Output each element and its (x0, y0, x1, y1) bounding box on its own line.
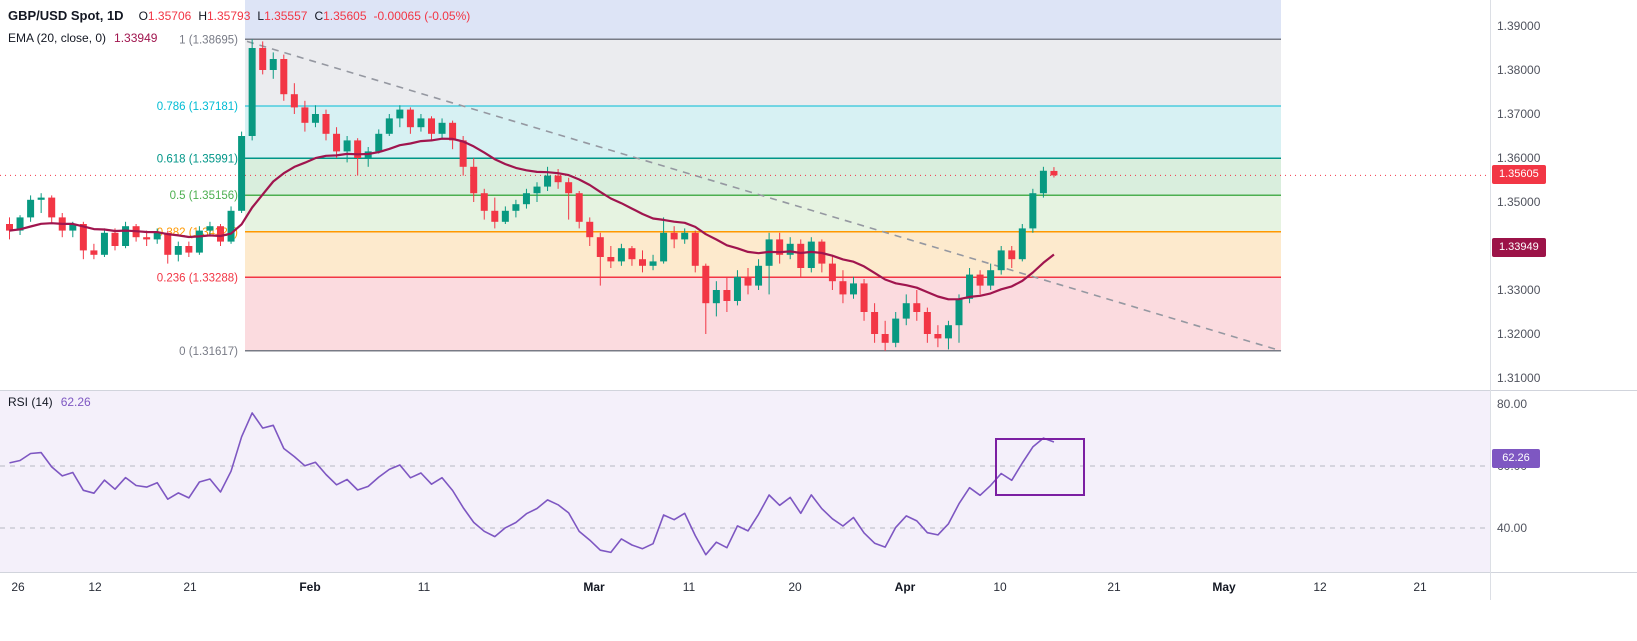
ema-legend-value: 1.33949 (114, 31, 158, 45)
ema-value-badge: 1.33949 (1492, 238, 1546, 258)
fib-level-label: 0 (1.31617) (179, 346, 238, 358)
rsi-highlight-rectangle[interactable] (995, 438, 1085, 496)
symbol-title[interactable]: GBP/USD Spot, 1D (8, 8, 124, 23)
fib-level-label: 0.618 (1.35991) (157, 153, 238, 165)
ema-legend-row: EMA (20, close, 0) 1.33949 (8, 27, 470, 49)
price-axis-label: 1.31000 (1497, 371, 1541, 385)
high-label: H (198, 9, 207, 23)
symbol-ohlc-row: GBP/USD Spot, 1D O1.35706 H1.35793 L1.35557… (8, 5, 470, 27)
ema-legend-label[interactable]: EMA (20, close, 0) (8, 31, 107, 45)
time-axis-label: 12 (88, 580, 102, 594)
rsi-axis-label: 40.00 (1497, 521, 1528, 535)
time-axis-label: 10 (993, 580, 1007, 594)
price-axis-label: 1.36000 (1497, 151, 1541, 165)
time-axis-label: 21 (1107, 580, 1121, 594)
open-label: O (138, 9, 148, 23)
time-axis-label: 21 (183, 580, 197, 594)
last-price-badge: 1.35605 (1492, 165, 1546, 185)
rsi-line (9, 412, 1055, 556)
open-value: 1.35706 (147, 9, 192, 23)
fib-level-label: 0.236 (1.33288) (157, 272, 238, 284)
close-value: 1.35605 (323, 9, 367, 23)
low-value: 1.35557 (264, 9, 308, 23)
fib-level-label: 1 (1.38695) (179, 34, 238, 46)
price-axis-label: 1.39000 (1497, 19, 1541, 33)
rsi-legend-row: RSI (14) 62.26 (8, 395, 91, 409)
time-axis-label: 20 (788, 580, 802, 594)
time-axis-label: 11 (417, 580, 431, 594)
time-axis-label: 26 (11, 580, 25, 594)
price-axis-label: 1.33000 (1497, 283, 1541, 297)
price-axis-label: 1.38000 (1497, 63, 1541, 77)
price-axis-label: 1.35000 (1497, 195, 1541, 209)
time-axis-label: Feb (299, 580, 321, 594)
price-axis[interactable]: 1.390001.380001.370001.360001.350001.340… (1490, 0, 1637, 572)
fib-level-label: 0.5 (1.35156) (170, 190, 239, 202)
price-axis-label: 1.37000 (1497, 107, 1541, 121)
time-axis-label: May (1212, 580, 1236, 594)
rsi-legend-label[interactable]: RSI (14) (8, 395, 53, 409)
change-value: -0.00065 (-0.05%) (373, 9, 471, 23)
rsi-legend-value: 62.26 (60, 395, 91, 409)
close-label: C (314, 9, 324, 23)
rsi-value-badge: 62.26 (1492, 448, 1540, 468)
time-axis-label: Mar (583, 580, 605, 594)
ema-line (9, 137, 1055, 301)
trendline[interactable] (246, 40, 1282, 352)
time-axis-label: 11 (682, 580, 696, 594)
fib-level-label: 0.786 (1.37181) (157, 101, 238, 113)
price-axis-label: 1.32000 (1497, 327, 1541, 341)
time-axis-label: Apr (894, 580, 916, 594)
time-axis[interactable]: 26 12 21 Feb 11 Mar 11 20 Apr 10 21 May 12 21 (0, 573, 1490, 600)
rsi-axis-label: 80.00 (1497, 397, 1528, 411)
high-value: 1.35793 (206, 9, 251, 23)
time-axis-label: 12 (1313, 580, 1327, 594)
time-axis-label: 21 (1413, 580, 1427, 594)
legend-panel: GBP/USD Spot, 1D O1.35706 H1.35793 L1.35557… (8, 5, 470, 49)
low-label: L (257, 9, 265, 23)
